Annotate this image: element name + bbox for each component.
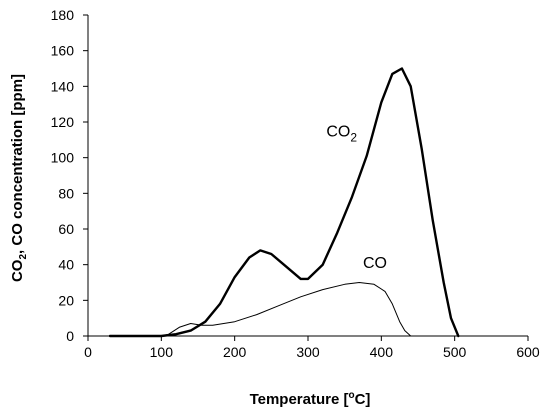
co2-series-label-part: 2 bbox=[350, 130, 357, 144]
y-axis-title-part-3: , CO concentration [ppm] bbox=[9, 74, 26, 254]
x-tick-label: 300 bbox=[296, 344, 320, 360]
co2-series-line bbox=[108, 67, 460, 338]
co2-series-label-part: CO bbox=[326, 123, 350, 140]
co-series-line bbox=[109, 282, 412, 337]
x-tick-label: 400 bbox=[370, 344, 394, 360]
y-tick-label: 80 bbox=[58, 185, 74, 201]
y-axis-title-subscript: 2 bbox=[18, 254, 29, 260]
x-tick-label: 500 bbox=[443, 344, 467, 360]
y-tick-label: 120 bbox=[51, 114, 75, 130]
x-tick-label: 100 bbox=[150, 344, 174, 360]
plot-area: 0 100 200 300 400 500 600 0 20 40 60 80 100 120 140 16… bbox=[51, 7, 540, 360]
y-tick-label: 140 bbox=[51, 78, 75, 94]
co-series-label: CO bbox=[363, 255, 387, 272]
y-tick-label: 100 bbox=[51, 150, 75, 166]
y-tick-label: 160 bbox=[51, 43, 75, 59]
co2-series-label: CO2 bbox=[326, 123, 357, 144]
x-tick-label: 200 bbox=[223, 344, 247, 360]
x-axis-title: Temperature [oC] bbox=[250, 390, 371, 408]
y-axis-title-part-1: CO bbox=[9, 259, 26, 282]
y-tick-label: 60 bbox=[58, 221, 74, 237]
y-tick-label: 40 bbox=[58, 257, 74, 273]
y-tick-label: 20 bbox=[58, 292, 74, 308]
x-tick-label: 600 bbox=[516, 344, 540, 360]
x-tick-label: 0 bbox=[84, 344, 92, 360]
x-axis-ticks: 0 100 200 300 400 500 600 bbox=[84, 336, 540, 360]
y-tick-label: 180 bbox=[51, 7, 75, 23]
co-series-label-part: CO bbox=[363, 255, 387, 272]
y-axis-title: CO2, CO concentration [ppm] bbox=[9, 74, 29, 282]
y-tick-label: 0 bbox=[66, 328, 74, 344]
x-axis-title-superscript: o bbox=[348, 390, 354, 401]
x-axis-title-part-3: C] bbox=[355, 391, 371, 408]
x-axis-title-part-1: Temperature [ bbox=[250, 391, 349, 408]
series-lines bbox=[108, 67, 460, 338]
y-axis-ticks: 0 20 40 60 80 100 120 140 160 180 bbox=[51, 7, 88, 344]
